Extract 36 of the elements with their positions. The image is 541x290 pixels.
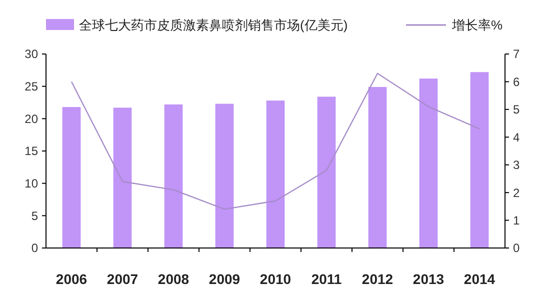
bar <box>317 96 336 248</box>
y2-tick-label: 2 <box>513 186 520 200</box>
bar <box>419 78 438 248</box>
x-tick-label: 2010 <box>260 271 292 287</box>
y-tick-label: 10 <box>24 176 38 191</box>
bar <box>164 104 183 248</box>
y-tick-label: 0 <box>31 241 38 256</box>
x-tick-label: 2009 <box>208 271 240 287</box>
y2-tick-label: 4 <box>513 130 520 144</box>
y2-tick-label: 6 <box>513 74 520 89</box>
y2-tick-label: 5 <box>513 102 520 117</box>
bar <box>470 72 489 248</box>
bar <box>266 100 285 248</box>
legend-label: 全球七大药市皮质激素鼻喷剂销售市场(亿美元) <box>79 18 348 33</box>
y2-tick-label: 3 <box>513 158 520 172</box>
y-tick-label: 15 <box>24 144 38 158</box>
y-tick-label: 25 <box>24 80 38 94</box>
bar <box>368 86 387 248</box>
y2-tick-label: 7 <box>513 47 520 62</box>
x-tick-label: 2011 <box>311 271 342 287</box>
bar <box>62 107 81 248</box>
y2-tick-label: 1 <box>513 213 520 228</box>
x-tick-label: 2013 <box>412 271 444 287</box>
bar <box>215 104 234 248</box>
x-tick-label: 2007 <box>106 271 138 287</box>
y2-tick-label: 0 <box>513 241 520 256</box>
bar <box>113 108 132 248</box>
y-tick-label: 5 <box>31 208 38 223</box>
y-tick-label: 20 <box>24 112 38 126</box>
x-tick-label: 2014 <box>464 271 496 287</box>
x-tick-label: 2012 <box>362 271 394 287</box>
x-tick-label: 2008 <box>158 271 190 287</box>
x-tick-label: 2006 <box>56 271 88 287</box>
line-series <box>70 72 480 210</box>
y-tick-label: 30 <box>24 47 38 62</box>
legend-label: 增长率% <box>451 18 503 33</box>
